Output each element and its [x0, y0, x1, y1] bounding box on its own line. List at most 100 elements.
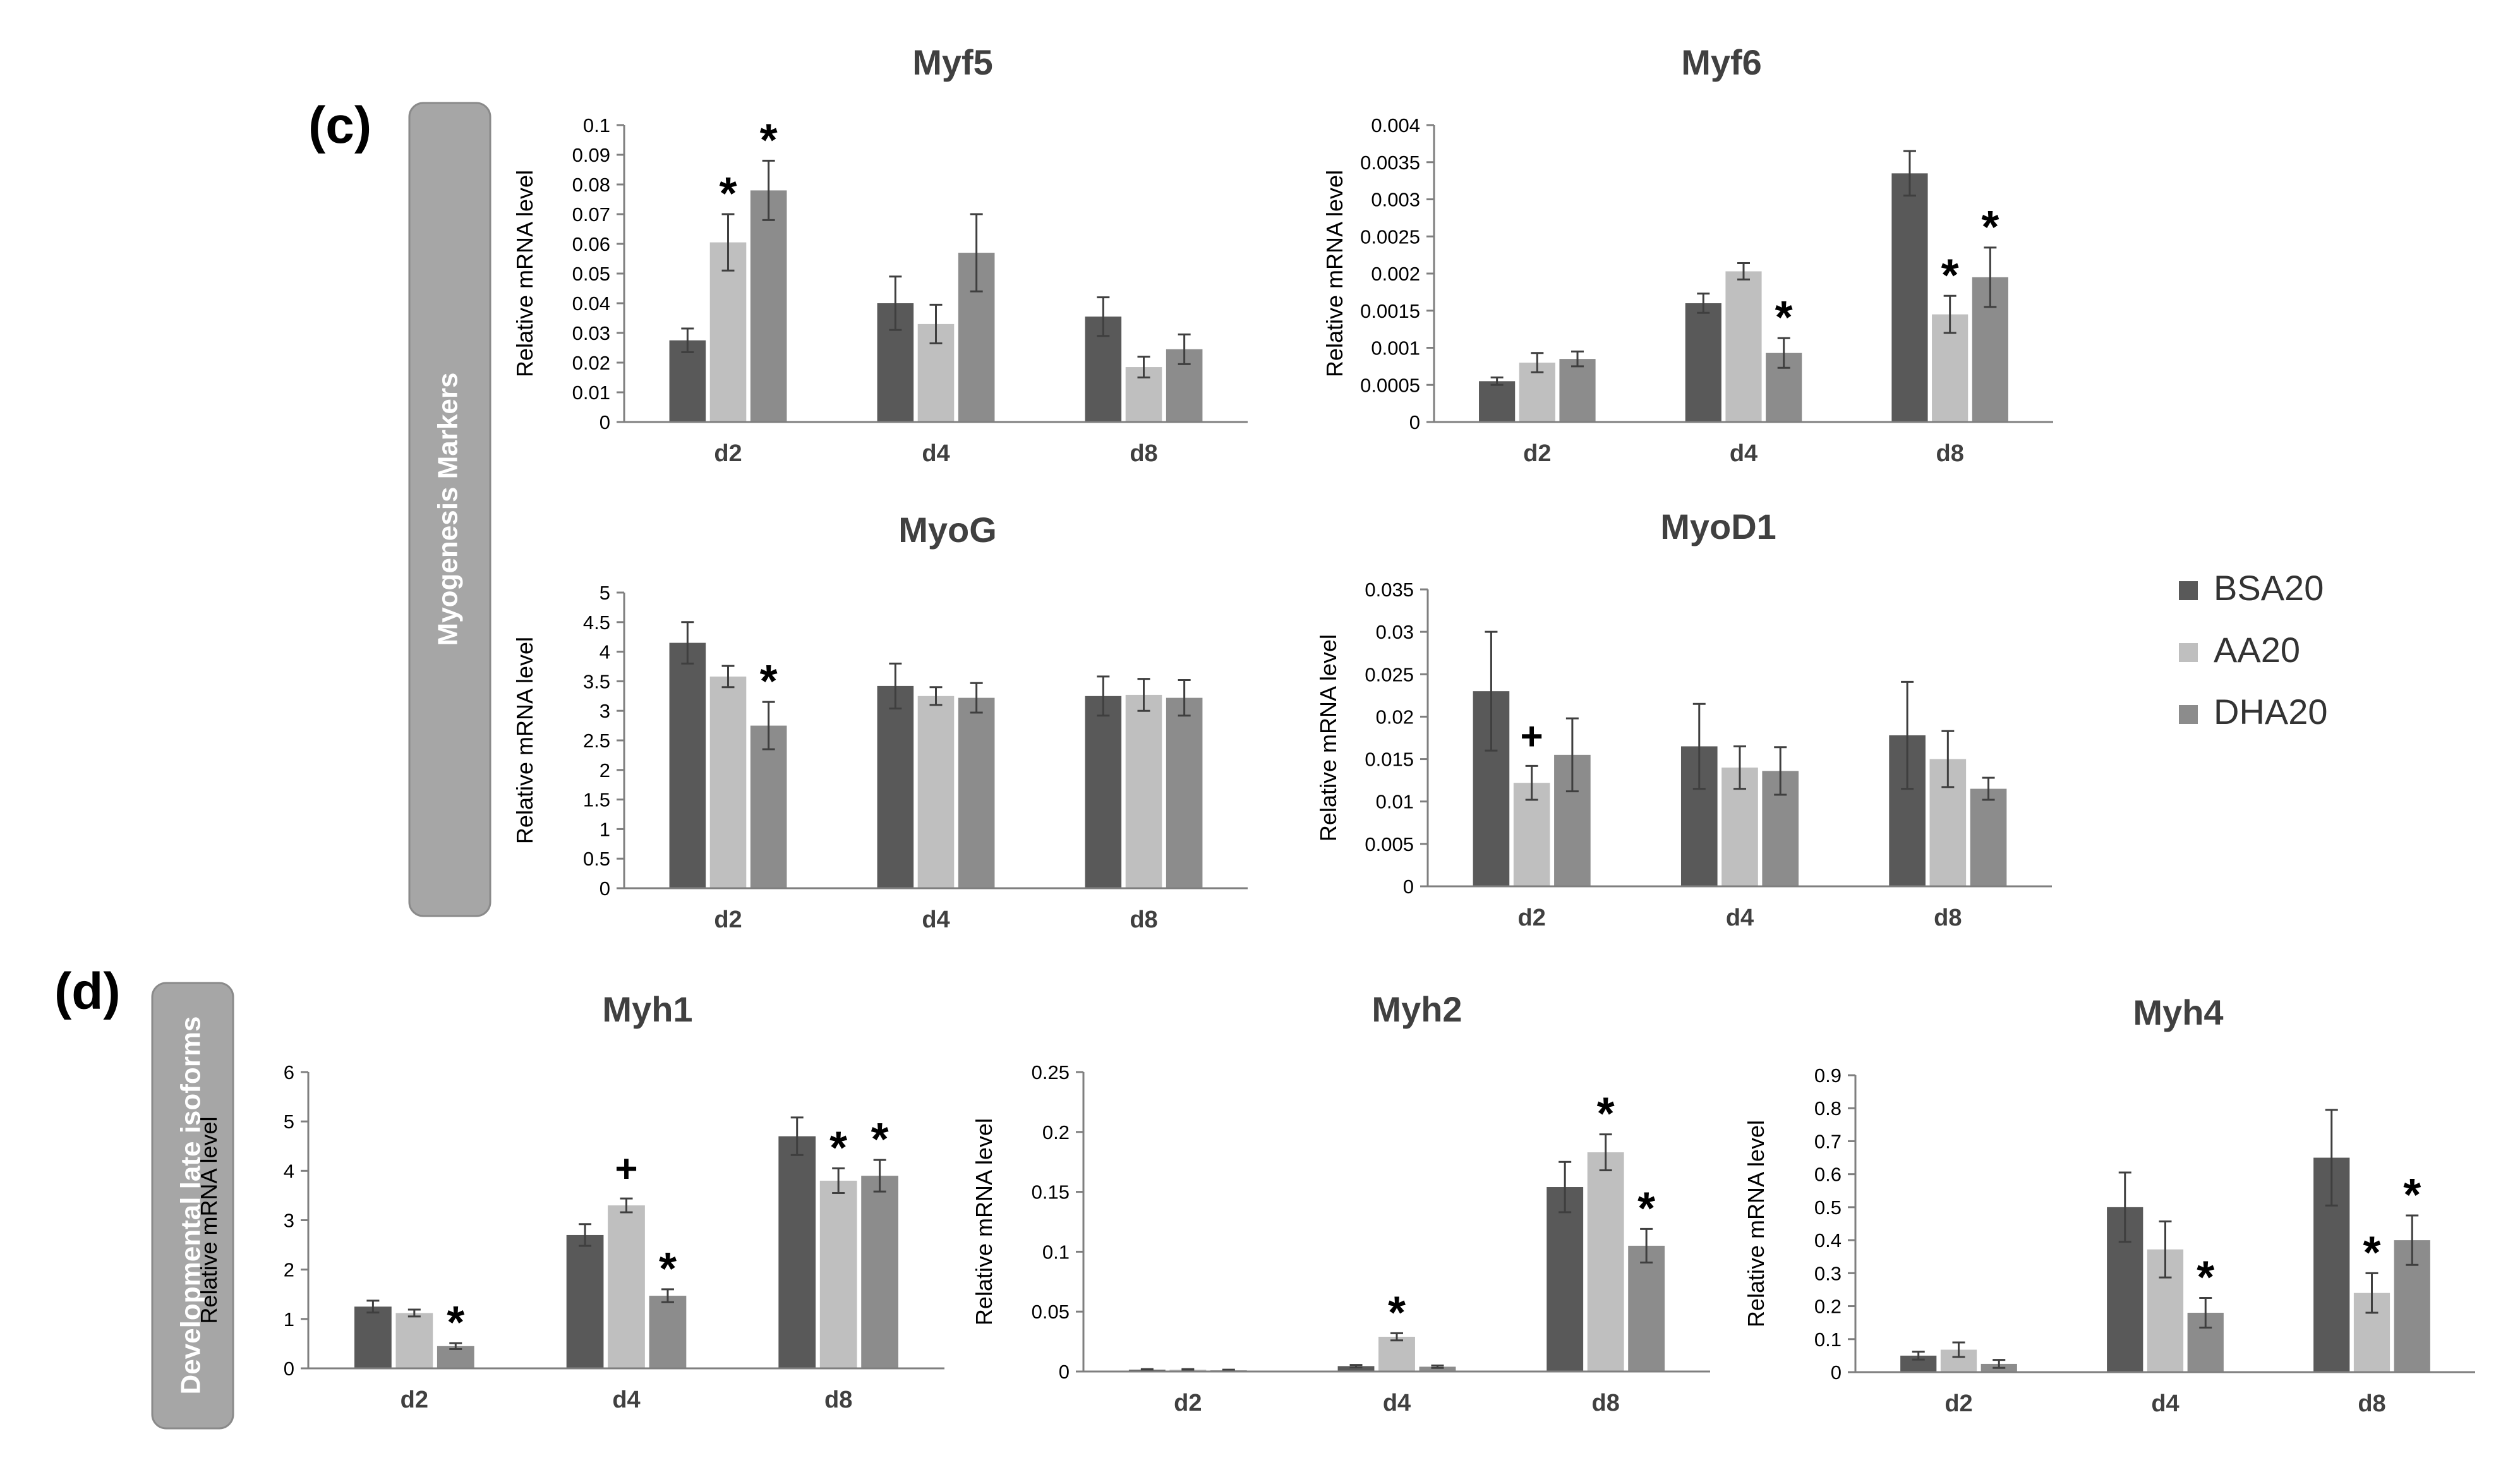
myh2-bar-aa20-d8	[1587, 1152, 1624, 1372]
myf5-x-tick-label: d8	[1130, 440, 1157, 467]
legend-label-bsa20: BSA20	[2214, 568, 2324, 608]
myf6-title: Myf6	[1681, 42, 1762, 82]
myh4-x-tick-label: d4	[2151, 1390, 2179, 1417]
legend-swatch-aa20	[2179, 643, 2198, 662]
myh1-y-label: Relative mRNA level	[196, 1116, 222, 1323]
myf6-y-tick-label: 0.001	[1371, 337, 1420, 359]
chart-myh1: Myh1 0 1 2 3 4 5 6 Relative mRNA level d2 d4 d8 * + * *…	[196, 989, 944, 1413]
myf6-x-tick-label: d2	[1523, 440, 1551, 467]
myod1-bar-dha20-d8	[1970, 788, 2007, 886]
myog-x-tick-label: d4	[922, 907, 950, 933]
myh1-y-tick-label: 2	[284, 1259, 294, 1281]
myf6-y-tick-label: 0.002	[1371, 263, 1420, 285]
myf5-y-tick-label: 0.02	[572, 352, 610, 374]
myh4-y-tick-label: 0.1	[1814, 1329, 1842, 1351]
myh1-title: Myh1	[602, 989, 692, 1029]
myh2-bar-aa20-d4	[1378, 1337, 1415, 1372]
myh1-x-tick-label: d8	[824, 1387, 852, 1413]
myf5-y-tick-label: 0.03	[572, 322, 610, 344]
myog-bar-aa20-d4	[917, 696, 955, 888]
myf6-bar-aa20-d4	[1725, 271, 1762, 422]
myf5-title: Myf5	[912, 42, 993, 82]
myh1-bar-dha20-d4	[649, 1296, 687, 1368]
myf6-bar-bsa20-d8	[1891, 173, 1928, 422]
myh4-significance-marker: *	[2197, 1253, 2214, 1303]
myh1-significance-marker: +	[615, 1147, 637, 1191]
panel-d-band-label: Developmental late isoforms	[176, 1016, 207, 1394]
myh4-significance-marker: *	[2403, 1170, 2421, 1221]
myf6-significance-marker: *	[1981, 202, 1999, 253]
myf6-significance-marker: *	[1775, 292, 1793, 343]
chart-myog: MyoG 0 0.5 1 1.5 2 2.5 3 3.5 4 4.5 5 Relative mRNA l…	[512, 510, 1248, 933]
myog-significance-marker: *	[760, 656, 778, 707]
myog-y-tick-label: 4	[600, 641, 610, 663]
myf5-y-tick-label: 0.01	[572, 382, 610, 404]
panel-c-label: (c)	[308, 97, 371, 154]
myog-x-tick-label: d2	[714, 907, 742, 933]
myh1-y-tick-label: 5	[284, 1111, 294, 1133]
legend-swatch-dha20	[2179, 705, 2198, 724]
myh2-significance-marker: *	[1637, 1183, 1655, 1234]
chart-myf6: Myf6 0 0.0005 0.001 0.0015 0.002 0.0025 0.003 0.…	[1322, 42, 2053, 467]
myod1-x-tick-label: d4	[1726, 905, 1754, 931]
myod1-y-tick-label: 0.03	[1376, 621, 1414, 643]
myh4-significance-marker: *	[2363, 1227, 2380, 1278]
myh4-y-label: Relative mRNA level	[1743, 1120, 1769, 1327]
myod1-significance-marker: +	[1521, 714, 1543, 758]
myf6-bar-bsa20-d2	[1479, 381, 1516, 422]
myh2-x-tick-label: d4	[1383, 1390, 1411, 1416]
myod1-x-tick-label: d2	[1517, 905, 1545, 931]
myf5-y-tick-label: 0.07	[572, 203, 610, 226]
myh2-y-tick-label: 0.05	[1032, 1301, 1070, 1323]
myh2-bar-dha20-d8	[1628, 1245, 1665, 1372]
myh4-x-tick-label: d8	[2358, 1390, 2385, 1417]
myf5-significance-marker: *	[719, 169, 737, 219]
myod1-y-label: Relative mRNA level	[1315, 634, 1341, 841]
myf6-bar-bsa20-d4	[1685, 303, 1721, 422]
myf5-y-tick-label: 0.08	[572, 174, 610, 196]
myh1-significance-marker: *	[829, 1123, 847, 1173]
myog-bar-dha20-d2	[750, 725, 787, 888]
myf5-y-tick-label: 0.09	[572, 144, 610, 166]
myog-bar-bsa20-d4	[877, 685, 914, 888]
myog-bar-dha20-d8	[1166, 697, 1203, 888]
myog-y-tick-label: 0.5	[583, 848, 610, 870]
myh1-bar-bsa20-d8	[778, 1136, 816, 1368]
myh1-bar-bsa20-d4	[566, 1234, 604, 1368]
myh2-bar-bsa20-d8	[1546, 1187, 1584, 1372]
myog-title: MyoG	[898, 510, 997, 550]
myh2-y-tick-label: 0.25	[1032, 1061, 1070, 1083]
myf6-y-tick-label: 0.0025	[1360, 226, 1420, 248]
myf5-y-tick-label: 0.04	[572, 292, 610, 315]
chart-myod1: MyoD1 0 0.005 0.01 0.015 0.02 0.025 0.03 0.035 Re…	[1315, 507, 2052, 931]
myf5-y-tick-label: 0.05	[572, 263, 610, 285]
myh2-y-tick-label: 0.15	[1032, 1181, 1070, 1203]
myog-y-tick-label: 0	[600, 877, 610, 900]
panel-c-band-label: Myogenesis Markers	[433, 373, 464, 646]
myog-bar-dha20-d4	[958, 697, 995, 888]
myh1-x-tick-label: d4	[612, 1387, 640, 1413]
myog-bar-bsa20-d8	[1085, 696, 1122, 888]
legend-label-dha20: DHA20	[2214, 692, 2328, 732]
myod1-y-tick-label: 0	[1403, 876, 1414, 898]
myh2-y-tick-label: 0.1	[1042, 1241, 1070, 1263]
myf5-y-tick-label: 0.1	[583, 114, 610, 136]
myh4-title: Myh4	[2133, 992, 2223, 1032]
myf5-x-tick-label: d4	[922, 440, 950, 467]
myh1-significance-marker: *	[659, 1244, 677, 1294]
myf5-x-tick-label: d2	[714, 440, 742, 467]
panel-d-band	[151, 982, 234, 1430]
myh2-y-tick-label: 0	[1059, 1361, 1070, 1383]
myod1-title: MyoD1	[1660, 507, 1776, 546]
chart-myh4: Myh4 0 0.1 0.2 0.3 0.4 0.5 0.6 0.7 0.8 0.9 Relative…	[1743, 992, 2475, 1417]
myh4-y-tick-label: 0	[1831, 1361, 1842, 1384]
myf6-x-tick-label: d8	[1936, 440, 1963, 467]
myog-x-tick-label: d8	[1130, 907, 1157, 933]
myf6-y-tick-label: 0.004	[1371, 114, 1420, 136]
myod1-y-tick-label: 0.01	[1376, 791, 1414, 813]
legend-swatch-bsa20	[2179, 581, 2198, 600]
panel-d-label: (d)	[54, 963, 121, 1020]
myod1-y-tick-label: 0.035	[1365, 579, 1414, 601]
myh4-y-tick-label: 0.3	[1814, 1262, 1842, 1284]
